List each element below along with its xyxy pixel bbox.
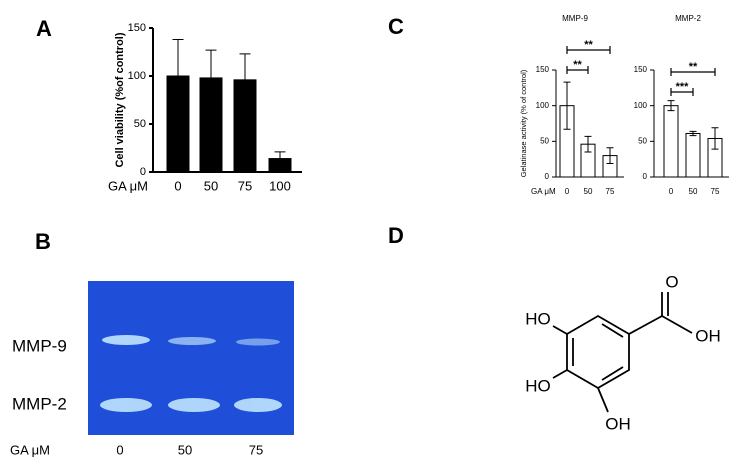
y-tick-label: 100 — [634, 101, 648, 110]
error-bar — [667, 100, 675, 112]
x-axis-label: GA μM — [108, 178, 148, 193]
band-label: MMP-2 — [12, 394, 67, 413]
band — [100, 398, 152, 412]
significance-bracket — [670, 68, 716, 76]
y-tick-label: 150 — [536, 65, 550, 74]
y-tick-label: 50 — [638, 136, 647, 145]
panel-label: D — [388, 223, 404, 248]
double-bond — [601, 323, 624, 338]
atom-label: O — [665, 272, 678, 291]
bar — [685, 132, 701, 178]
band — [234, 398, 282, 412]
significance-bracket — [566, 46, 611, 54]
error-bar — [606, 147, 614, 164]
y-axis-label: Gelatinase activity (% of control) — [519, 69, 528, 177]
band-label: MMP-9 — [12, 336, 67, 355]
x-tick-label: 75 — [711, 187, 720, 196]
bond — [552, 325, 568, 335]
y-tick-label: 50 — [540, 136, 549, 145]
x-tick-label: 75 — [238, 178, 252, 193]
error-bar — [563, 81, 571, 130]
significance-bracket — [670, 88, 694, 96]
significance-label: ** — [689, 61, 698, 73]
x-tick-label: 50 — [689, 187, 698, 196]
atom-label: OH — [695, 326, 721, 345]
atom-label: OH — [605, 414, 631, 433]
significance-label: *** — [676, 81, 690, 93]
y-tick-label: 50 — [134, 118, 146, 130]
molecule — [552, 292, 693, 413]
band — [102, 335, 150, 345]
error-bar — [711, 127, 719, 150]
x-tick-label: 0 — [565, 187, 570, 196]
band — [168, 398, 220, 412]
lane-title: GA μM — [10, 442, 50, 457]
y-tick-label: 0 — [643, 172, 648, 181]
bond — [628, 315, 663, 335]
y-tick-label: 150 — [634, 65, 648, 74]
panel-label: B — [35, 229, 51, 254]
lane-label: 50 — [178, 442, 192, 457]
error-bar — [689, 130, 697, 137]
bond — [597, 387, 609, 413]
y-tick-label: 100 — [128, 70, 146, 82]
atom-label: HO — [525, 376, 551, 395]
x-axis-label: GA μM — [531, 187, 556, 196]
gel-bands — [100, 335, 282, 412]
y-tick-label: 150 — [128, 22, 146, 34]
lane-label: 0 — [116, 442, 123, 457]
band — [168, 337, 216, 345]
band — [236, 338, 280, 346]
error-bar — [584, 135, 592, 153]
error-bar — [239, 53, 251, 107]
error-bar — [172, 39, 184, 113]
x-tick-label: 100 — [269, 178, 291, 193]
y-tick-label: 0 — [545, 172, 550, 181]
error-bar — [274, 151, 286, 166]
x-tick-label: 0 — [669, 187, 674, 196]
atom-label: HO — [525, 309, 551, 328]
ring — [566, 314, 630, 390]
significance-bracket — [566, 66, 589, 74]
lane-label: 75 — [249, 442, 263, 457]
panel-label: A — [36, 16, 52, 41]
x-tick-label: 50 — [584, 187, 593, 196]
y-axis-label: Cell viability (%of control) — [114, 32, 126, 167]
bond — [552, 369, 568, 379]
bar — [663, 105, 679, 178]
double-bond — [601, 366, 624, 381]
y-tick-label: 100 — [536, 101, 550, 110]
chart-title: MMP-9 — [562, 14, 588, 23]
x-tick-label: 0 — [174, 178, 181, 193]
bond — [661, 315, 693, 334]
panel-label: C — [388, 14, 404, 39]
y-tick-label: 0 — [140, 166, 146, 178]
x-tick-label: 75 — [606, 187, 615, 196]
chart-title: MMP-2 — [675, 14, 701, 23]
significance-label: ** — [573, 59, 582, 71]
significance-label: ** — [584, 39, 593, 51]
error-bar — [205, 49, 217, 107]
x-tick-label: 50 — [204, 178, 218, 193]
